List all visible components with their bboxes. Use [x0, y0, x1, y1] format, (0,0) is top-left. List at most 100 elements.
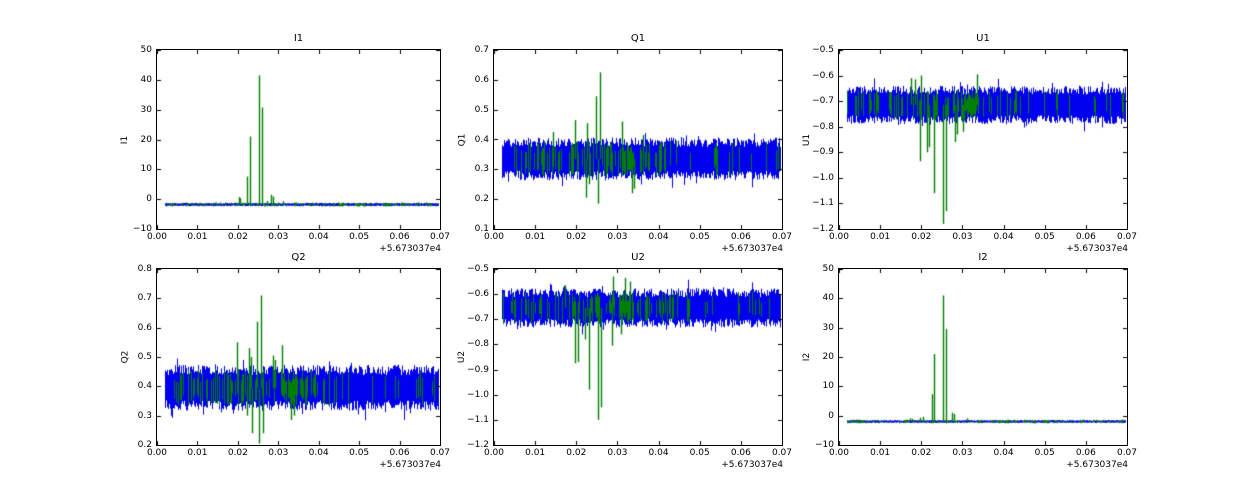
plot-canvas: [494, 269, 782, 445]
x-tick-label: 0.06: [1075, 448, 1096, 458]
plot-canvas: [157, 50, 440, 229]
y-tick-label: 0.1: [474, 224, 489, 234]
x-axis-offset-label: +5.673037e4: [1066, 460, 1128, 470]
x-tick-label: 0.06: [730, 448, 751, 458]
x-tick-label: 0.04: [308, 448, 329, 458]
subplot-q2: Q2 Q2 +5.673037e4 0.00 0.01 0.02 0.03 0.04 0.…: [121, 252, 451, 470]
plot-canvas: [839, 50, 1127, 229]
x-tick-label: 0.04: [993, 232, 1014, 242]
y-tick-label: −1.2: [812, 224, 834, 234]
y-axis-label-text: U1: [802, 133, 813, 146]
y-tick-label: 10: [822, 381, 834, 392]
y-tick-label: −0.8: [467, 339, 489, 350]
y-tick-label: 0.4: [474, 134, 489, 145]
subplot-title: Q2: [291, 252, 306, 263]
y-tick-label: 0.2: [474, 194, 489, 205]
x-tick-label: 0.06: [730, 232, 751, 242]
subplot-title: Q1: [630, 33, 646, 44]
y-tick-label: −1.1: [467, 414, 489, 425]
y-tick-label: 0.5: [474, 104, 489, 115]
y-tick-label: 0.7: [474, 45, 489, 55]
y-tick-label: 30: [822, 322, 834, 333]
subplot-title: U2: [631, 252, 645, 263]
x-tick-label: 0.07: [771, 232, 793, 242]
x-tick-label: 0.05: [349, 448, 370, 458]
x-tick-label: 0.04: [648, 232, 669, 242]
y-tick-label: −1.2: [467, 440, 489, 450]
subplot-u1: U1 U1 +5.673037e4 0.00 0.01 0.02 0.03 0.04 0.…: [802, 33, 1137, 254]
y-axis-label-text: U2: [457, 350, 468, 364]
x-tick-label: 0.02: [566, 232, 587, 242]
x-tick-label: 0.04: [993, 448, 1014, 458]
x-tick-label: 0.00: [483, 232, 505, 242]
x-tick-label: 0.02: [566, 448, 587, 458]
y-tick-label: 0.8: [137, 264, 152, 274]
x-tick-label: 0.00: [483, 448, 505, 458]
y-tick-label: −0.6: [467, 289, 489, 300]
x-tick-label: 0.02: [227, 232, 248, 242]
x-tick-label: 0.02: [911, 232, 932, 242]
y-tick-label: −0.7: [812, 96, 834, 107]
plot-area: [493, 268, 783, 446]
x-tick-label: 0.05: [689, 232, 710, 242]
x-tick-label: 0.03: [607, 232, 628, 242]
y-tick-label: 20: [822, 352, 834, 362]
x-tick-label: 0.03: [268, 232, 289, 242]
x-tick-label: 0.06: [389, 232, 410, 242]
x-tick-label: 0.04: [648, 448, 669, 458]
y-tick-label: 0.3: [474, 164, 489, 175]
x-tick-label: 0.07: [1116, 448, 1138, 458]
y-tick-label: −0.5: [812, 45, 834, 55]
y-tick-label: −10: [133, 224, 152, 234]
subplot-title: I1: [293, 33, 304, 44]
x-tick-label: 0.03: [952, 448, 973, 458]
y-tick-label: 10: [140, 164, 152, 175]
x-tick-label: 0.06: [389, 448, 410, 458]
x-tick-label: 0.07: [429, 232, 451, 242]
x-tick-label: 0.05: [1034, 232, 1055, 242]
x-axis-offset-label: +5.673037e4: [721, 244, 783, 254]
subplot-title: U1: [976, 33, 990, 44]
x-tick-label: 0.03: [268, 448, 289, 458]
y-tick-label: 0.7: [137, 293, 152, 304]
y-tick-label: 0.4: [137, 381, 152, 392]
y-tick-label: −1.0: [812, 172, 834, 183]
plot-area: [493, 49, 783, 230]
x-axis-offset-label: +5.673037e4: [1066, 244, 1128, 254]
x-tick-label: 0.07: [771, 448, 793, 458]
x-tick-label: 0.00: [828, 448, 850, 458]
y-tick-label: 30: [140, 104, 152, 115]
x-axis-offset-label: +5.673037e4: [721, 460, 783, 470]
y-tick-label: 20: [140, 134, 152, 145]
x-tick-label: 0.07: [429, 448, 451, 458]
x-tick-label: 0.01: [187, 448, 208, 458]
x-tick-label: 0.00: [828, 232, 850, 242]
plot-canvas: [157, 269, 440, 445]
x-axis-offset-label: +5.673037e4: [379, 460, 441, 470]
subplot-u2: U2 U2 +5.673037e4 0.00 0.01 0.02 0.03 0.04 0.…: [457, 252, 792, 470]
x-tick-label: 0.05: [1034, 448, 1055, 458]
y-tick-label: −0.5: [467, 264, 489, 274]
y-tick-label: 0.3: [137, 410, 152, 421]
x-tick-label: 0.01: [870, 448, 891, 458]
x-tick-label: 0.00: [146, 232, 168, 242]
y-tick-label: −0.8: [812, 121, 834, 132]
x-tick-label: 0.05: [689, 448, 710, 458]
x-tick-label: 0.01: [525, 232, 546, 242]
y-tick-label: 40: [822, 293, 834, 304]
plot-canvas: [839, 269, 1127, 445]
y-tick-label: 0: [146, 194, 152, 205]
y-tick-label: 50: [140, 45, 152, 55]
plot-area: [838, 268, 1128, 446]
y-tick-label: 50: [822, 264, 834, 274]
x-tick-label: 0.07: [1116, 232, 1138, 242]
x-tick-label: 0.03: [952, 232, 973, 242]
x-tick-label: 0.01: [870, 232, 891, 242]
x-tick-label: 0.04: [308, 232, 329, 242]
y-tick-label: 0.2: [137, 440, 152, 450]
x-tick-label: 0.05: [349, 232, 370, 242]
y-tick-label: −0.9: [467, 364, 489, 375]
y-tick-label: −1.0: [467, 389, 489, 400]
x-axis-offset-label: +5.673037e4: [379, 244, 441, 254]
subplot-i1: I1 I1 +5.673037e4 0.00 0.01 0.02 0.03 0.04 0.…: [120, 33, 450, 254]
